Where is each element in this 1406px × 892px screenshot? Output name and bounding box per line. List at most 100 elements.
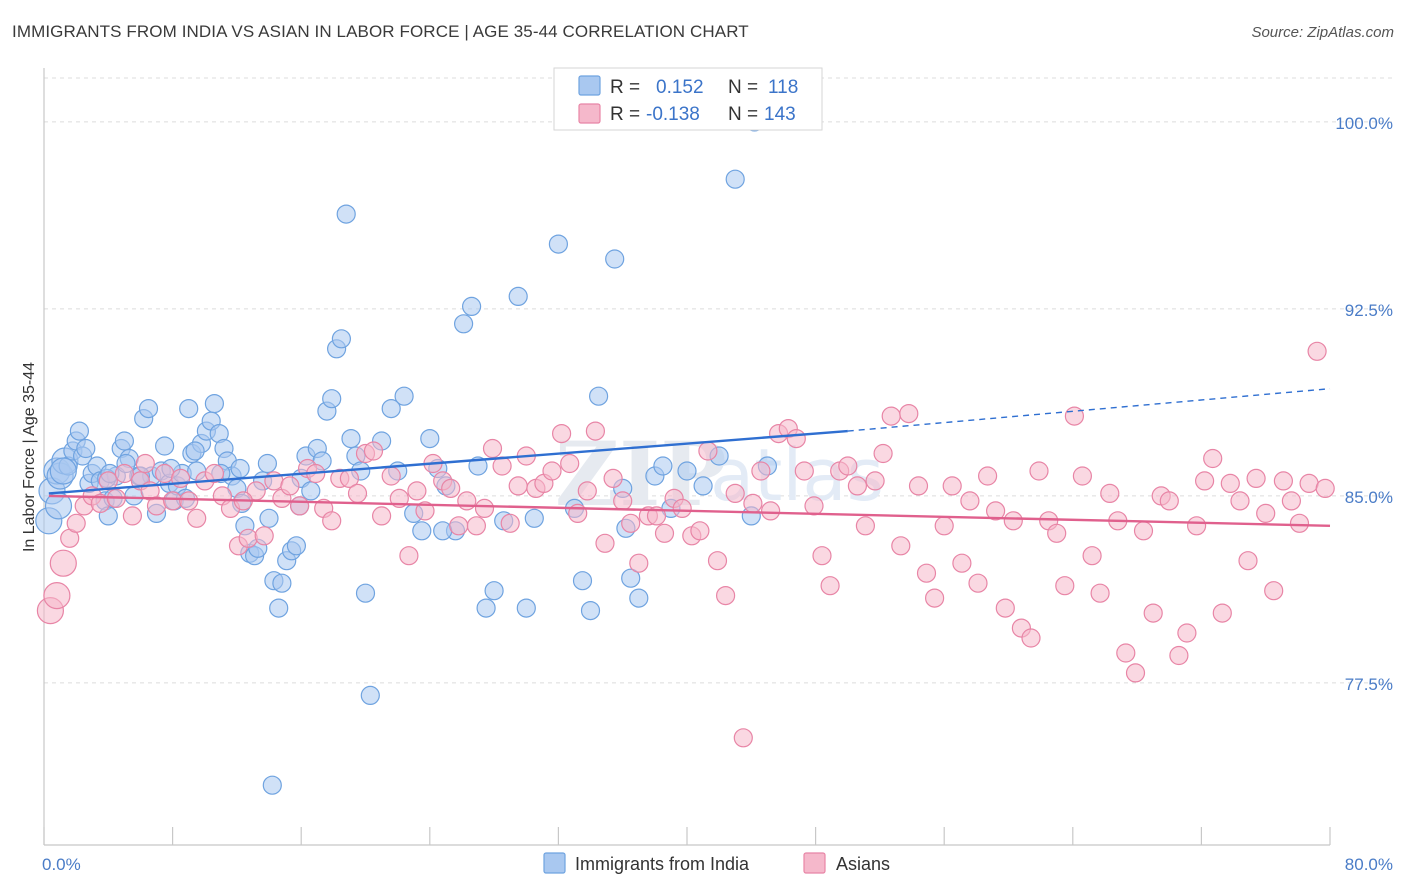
asians-point-113 xyxy=(995,598,1015,618)
asians-point-45 xyxy=(407,481,427,501)
asians-point-148 xyxy=(1299,473,1319,493)
asians-point-38 xyxy=(347,483,368,503)
asians-point-62 xyxy=(551,424,572,444)
asians-point-4 xyxy=(66,513,86,533)
india-point-97 xyxy=(605,249,625,269)
india-point-117 xyxy=(257,453,277,474)
asians-point-89 xyxy=(786,429,806,449)
asians-point-68 xyxy=(603,468,623,488)
india-point-85 xyxy=(468,456,488,476)
legend-n-label-india: N = xyxy=(728,77,758,98)
y-tick-label-3: 100.0% xyxy=(1335,114,1393,133)
asians-point-130 xyxy=(1143,603,1163,623)
asians-point-142 xyxy=(1246,468,1266,488)
asians-point-78 xyxy=(690,521,710,541)
trend-line-asians xyxy=(48,494,1331,528)
asians-point-99 xyxy=(873,443,893,464)
asians-point-120 xyxy=(1055,576,1075,596)
india-point-53 xyxy=(269,598,289,618)
asians-point-86 xyxy=(760,501,781,521)
asians-point-70 xyxy=(621,513,641,533)
india-point-95 xyxy=(580,600,601,621)
legend-swatch-india xyxy=(578,75,601,96)
legend-r-label-india: R = xyxy=(610,77,640,98)
stats-legend: R = 0.152 N = 118 R = -0.138 N = 143 xyxy=(553,67,823,131)
trend-line-india-extension xyxy=(847,387,1331,432)
asians-point-124 xyxy=(1090,583,1110,603)
india-point-8 xyxy=(69,421,90,441)
asians-point-117 xyxy=(1029,461,1049,481)
india-point-115 xyxy=(185,441,205,461)
asians-point-65 xyxy=(577,481,597,501)
asians-point-139 xyxy=(1220,473,1240,493)
asians-point-134 xyxy=(1177,623,1197,643)
asians-point-135 xyxy=(1186,516,1207,536)
asians-point-150 xyxy=(1315,478,1335,498)
india-point-119 xyxy=(433,521,453,541)
india-point-87 xyxy=(484,581,504,601)
chart-title: IMMIGRANTS FROM INDIA VS ASIAN IN LABOR … xyxy=(12,22,749,41)
asians-point-56 xyxy=(500,513,520,533)
india-point-111 xyxy=(76,438,96,459)
india-point-68 xyxy=(341,429,361,449)
asians-point-63 xyxy=(560,453,580,474)
asians-point-83 xyxy=(733,728,753,748)
bottom-legend-label-india: Immigrants from India xyxy=(575,854,750,874)
india-point-91 xyxy=(524,508,544,528)
india-point-84 xyxy=(462,296,482,316)
asians-point-146 xyxy=(1281,491,1302,511)
asians-point-19 xyxy=(187,508,207,528)
legend-n-value-india: 118 xyxy=(768,77,798,98)
asians-point-46 xyxy=(415,501,435,521)
asians-point-52 xyxy=(466,516,486,536)
asians-point-140 xyxy=(1230,491,1250,511)
asians-point-11 xyxy=(122,506,142,526)
india-point-105 xyxy=(693,476,713,496)
asians-point-92 xyxy=(812,546,832,566)
series-legend: Immigrants from India Asians xyxy=(543,852,890,874)
asians-point-90 xyxy=(794,461,814,481)
asians-point-2 xyxy=(49,549,77,577)
india-point-123 xyxy=(230,458,250,479)
legend-r-value-india: 0.152 xyxy=(656,77,704,98)
india-point-74 xyxy=(381,399,401,419)
asians-point-51 xyxy=(457,491,477,511)
asians-point-44 xyxy=(399,546,419,566)
asians-point-93 xyxy=(820,576,840,596)
trend-line-india xyxy=(48,429,848,495)
india-point-99 xyxy=(621,568,641,588)
india-point-78 xyxy=(412,521,432,541)
y-tick-label-2: 92.5% xyxy=(1345,301,1393,320)
india-point-24 xyxy=(138,399,159,419)
asians-point-137 xyxy=(1203,448,1223,469)
india-point-71 xyxy=(355,583,376,603)
asians-point-111 xyxy=(977,466,998,486)
asians-point-138 xyxy=(1212,603,1232,623)
asians-point-61 xyxy=(542,461,562,481)
asians-point-42 xyxy=(381,466,401,486)
asians-point-107 xyxy=(942,476,962,496)
asians-point-81 xyxy=(715,585,736,606)
india-point-76 xyxy=(394,386,414,406)
asians-point-79 xyxy=(698,441,718,461)
asians-point-76 xyxy=(672,498,692,518)
asians-point-35 xyxy=(322,511,342,531)
asians-point-41 xyxy=(372,506,392,526)
asians-point-96 xyxy=(847,476,868,496)
asians-point-114 xyxy=(1003,511,1023,531)
india-point-72 xyxy=(360,685,380,706)
asians-point-15 xyxy=(155,463,175,484)
asians-point-121 xyxy=(1064,406,1085,426)
y-tick-label-1: 85.0% xyxy=(1345,488,1393,507)
india-point-57 xyxy=(286,536,306,556)
bottom-legend-swatch-india xyxy=(543,852,566,874)
india-point-89 xyxy=(508,286,528,306)
asians-point-66 xyxy=(585,421,606,441)
asians-point-53 xyxy=(474,498,495,518)
asians-point-82 xyxy=(725,483,745,503)
india-point-94 xyxy=(572,571,593,591)
asians-point-149 xyxy=(1307,341,1327,361)
asians-point-18 xyxy=(179,491,199,511)
asians-point-74 xyxy=(654,523,675,543)
